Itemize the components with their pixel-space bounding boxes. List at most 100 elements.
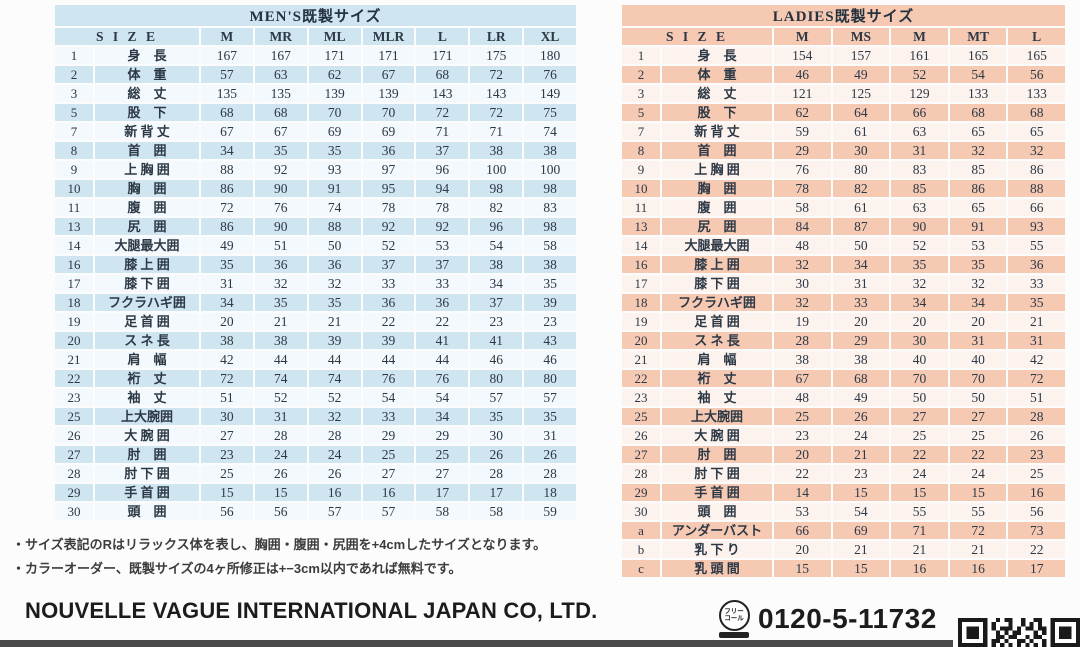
row-value: 76: [362, 370, 415, 387]
row-number: 9: [55, 161, 93, 178]
row-value: 31: [254, 408, 307, 425]
row-value: 70: [308, 104, 361, 121]
row-label: 尻 囲: [95, 218, 199, 235]
row-value: 68: [416, 66, 469, 83]
row-value: 88: [308, 218, 361, 235]
row-value: 21: [254, 313, 307, 330]
table-row: 10 胸 囲 78 82 85 86 88: [622, 180, 1065, 197]
row-label: 袖 丈: [95, 389, 199, 406]
row-value: 50: [832, 237, 890, 254]
row-value: 31: [891, 142, 948, 159]
row-value: 29: [416, 427, 469, 444]
row-label: 肘 囲: [95, 446, 199, 463]
row-value: 61: [832, 199, 890, 216]
row-label: フクラハギ囲: [95, 294, 199, 311]
row-number: 28: [622, 465, 660, 482]
row-value: 21: [1008, 313, 1065, 330]
row-value: 157: [832, 47, 890, 64]
row-number: 1: [55, 47, 93, 64]
row-value: 85: [949, 161, 1007, 178]
row-value: 36: [254, 256, 307, 273]
table-row: 30 頭 囲 53 54 55 55 56: [622, 503, 1065, 520]
table-row: 14 大腿最大囲 49 51 50 52 53 54 58: [55, 237, 576, 254]
row-label: 肩 幅: [95, 351, 199, 368]
row-label: 乳 下 り: [662, 541, 772, 558]
row-value: 21: [949, 541, 1007, 558]
table-row: 23 袖 丈 48 49 50 50 51: [622, 389, 1065, 406]
row-value: 24: [308, 446, 361, 463]
row-value: 39: [308, 332, 361, 349]
row-value: 19: [774, 313, 831, 330]
row-value: 69: [832, 522, 890, 539]
row-number: 16: [55, 256, 93, 273]
row-number: 8: [622, 142, 660, 159]
row-value: 28: [1008, 408, 1065, 425]
row-value: 65: [949, 199, 1007, 216]
row-value: 21: [832, 541, 890, 558]
row-value: 30: [832, 142, 890, 159]
row-number: 14: [622, 237, 660, 254]
row-value: 33: [832, 294, 890, 311]
table-row: 29 手 首 囲 14 15 15 15 16: [622, 484, 1065, 501]
row-label: 腹 囲: [662, 199, 772, 216]
row-value: 39: [362, 332, 415, 349]
row-value: 62: [774, 104, 831, 121]
row-value: 100: [524, 161, 576, 178]
row-value: 74: [254, 370, 307, 387]
row-value: 71: [470, 123, 523, 140]
row-value: 50: [949, 389, 1007, 406]
qr-code-icon: [958, 618, 1080, 647]
row-value: 24: [832, 427, 890, 444]
row-value: 44: [254, 351, 307, 368]
row-value: 25: [1008, 465, 1065, 482]
row-value: 161: [891, 47, 948, 64]
column-header: MS: [832, 28, 890, 45]
row-value: 139: [362, 85, 415, 102]
row-value: 34: [470, 275, 523, 292]
row-value: 16: [949, 560, 1007, 577]
row-value: 76: [254, 199, 307, 216]
table-row: 22 裄 丈 72 74 74 76 76 80 80: [55, 370, 576, 387]
row-value: 35: [308, 294, 361, 311]
row-value: 49: [201, 237, 253, 254]
row-number: 8: [55, 142, 93, 159]
row-value: 20: [832, 313, 890, 330]
row-label: 頭 囲: [95, 503, 199, 520]
mens-size-table: MEN'S既製サイズ S I Z E M MR ML MLR L LR XL 1 身 長 167 167…: [55, 5, 576, 522]
row-label: 頭 囲: [662, 503, 772, 520]
row-number: 29: [55, 484, 93, 501]
row-value: 30: [774, 275, 831, 292]
row-value: 31: [524, 427, 576, 444]
row-value: 32: [949, 275, 1007, 292]
column-header: L: [416, 28, 469, 45]
row-value: 21: [832, 446, 890, 463]
row-number: c: [622, 560, 660, 577]
row-label: 手 首 囲: [662, 484, 772, 501]
row-value: 66: [1008, 199, 1065, 216]
row-label: 新 背 丈: [662, 123, 772, 140]
free-dial-label-line1: フリー: [724, 607, 744, 615]
size-header-row: S I Z E M MR ML MLR L LR XL: [55, 28, 576, 45]
row-value: 37: [416, 142, 469, 159]
row-label: 腹 囲: [95, 199, 199, 216]
table-row: 28 肘 下 囲 22 23 24 24 25: [622, 465, 1065, 482]
table-title: MEN'S既製サイズ: [55, 5, 576, 26]
row-number: 10: [622, 180, 660, 197]
row-value: 63: [254, 66, 307, 83]
row-value: 48: [774, 237, 831, 254]
table-row: 22 裄 丈 67 68 70 70 72: [622, 370, 1065, 387]
row-value: 22: [362, 313, 415, 330]
row-value: 68: [201, 104, 253, 121]
row-value: 42: [201, 351, 253, 368]
row-number: 30: [55, 503, 93, 520]
table-row: 17 膝 下 囲 30 31 32 32 33: [622, 275, 1065, 292]
row-number: 13: [55, 218, 93, 235]
row-value: 90: [891, 218, 948, 235]
row-number: 3: [55, 85, 93, 102]
table-row: 14 大腿最大囲 48 50 52 53 55: [622, 237, 1065, 254]
row-number: 27: [622, 446, 660, 463]
row-value: 25: [774, 408, 831, 425]
